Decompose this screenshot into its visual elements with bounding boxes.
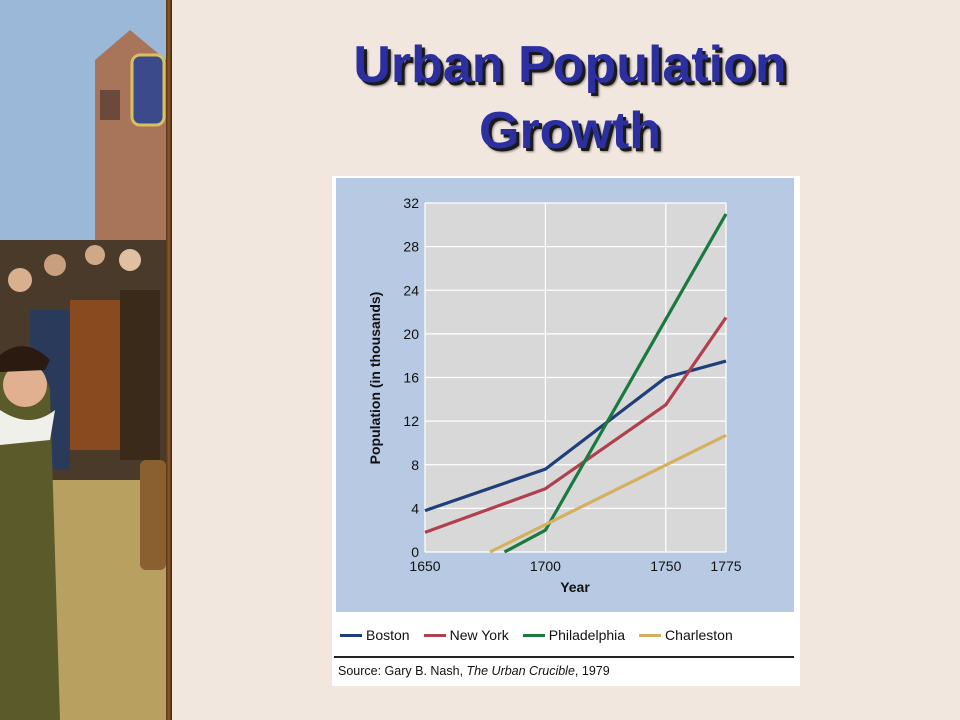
line-chart: 0 4 8 12 16 20 24 28 32 1650 1700 1750 1775 Populati…: [336, 178, 794, 612]
legend-label: Philadelphia: [548, 627, 626, 643]
x-tick-label: 1750: [650, 558, 681, 574]
y-tick-label: 4: [411, 500, 419, 516]
series-line-new-york: [424, 316, 728, 534]
legend-item-philadelphia: Philadelphia: [522, 627, 626, 643]
chart-legend: Boston New York Philadelphia Charleston: [340, 624, 733, 646]
series-line-philadelphia: [503, 213, 728, 554]
source-divider: [334, 656, 794, 658]
source-citation: Source: Gary B. Nash, The Urban Crucible…: [338, 664, 610, 678]
legend-swatch: [522, 633, 545, 637]
chart-panel: 0 4 8 12 16 20 24 28 32 1650 1700 1750 1775 Populati…: [332, 176, 800, 686]
y-tick-label: 20: [403, 326, 419, 342]
title-line-1: Urban Population: [353, 36, 787, 94]
title-line-2: Growth: [479, 102, 661, 160]
y-tick-label: 24: [403, 282, 419, 298]
legend-label: New York: [449, 627, 509, 643]
x-axis-label: Year: [560, 579, 590, 595]
side-border: [166, 0, 172, 720]
x-tick-label: 1700: [530, 558, 561, 574]
legend-item-charleston: Charleston: [639, 627, 733, 643]
source-title: The Urban Crucible: [466, 664, 575, 678]
x-tick-label: 1775: [710, 558, 741, 574]
y-axis-label: Population (in thousands): [367, 292, 383, 465]
y-tick-label: 28: [403, 239, 419, 255]
legend-label: Charleston: [665, 627, 733, 643]
y-tick-label: 12: [403, 413, 419, 429]
y-tick-label: 32: [403, 195, 419, 211]
legend-swatch: [340, 633, 362, 637]
legend-swatch: [639, 633, 662, 637]
y-tick-label: 16: [403, 370, 419, 386]
legend-item-boston: Boston: [340, 627, 410, 643]
side-illustration: [0, 0, 166, 720]
legend-item-new-york: New York: [423, 627, 509, 643]
y-tick-label: 8: [411, 457, 419, 473]
y-tick-label: 0: [411, 544, 419, 560]
series-line-charleston: [489, 433, 727, 554]
slide-title: Urban Population Growth: [250, 32, 890, 164]
legend-swatch: [423, 633, 446, 637]
x-tick-label: 1650: [409, 558, 440, 574]
legend-label: Boston: [366, 627, 410, 643]
source-suffix: , 1979: [574, 664, 610, 678]
source-prefix: Source: Gary B. Nash,: [338, 664, 467, 678]
